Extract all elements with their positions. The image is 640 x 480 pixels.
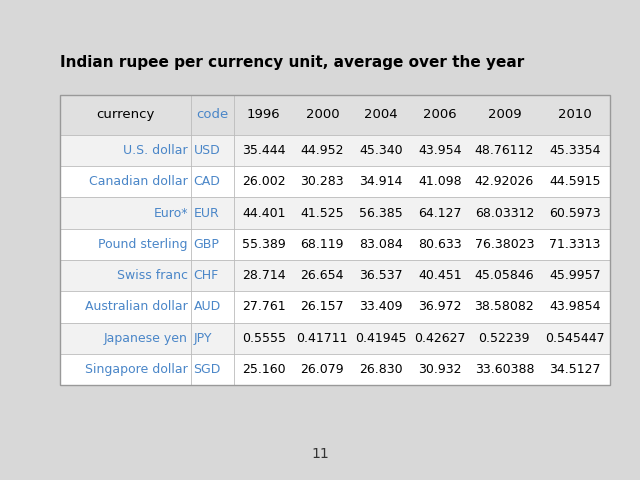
Text: 0.52239: 0.52239 — [479, 332, 530, 345]
Text: Swiss franc: Swiss franc — [116, 269, 188, 282]
Text: 34.5127: 34.5127 — [549, 363, 600, 376]
Text: code: code — [196, 108, 228, 121]
Text: 76.38023: 76.38023 — [475, 238, 534, 251]
Text: 45.9957: 45.9957 — [549, 269, 600, 282]
Text: 34.914: 34.914 — [360, 175, 403, 188]
Text: 27.761: 27.761 — [242, 300, 285, 313]
Text: 60.5973: 60.5973 — [549, 206, 600, 220]
Text: 2010: 2010 — [558, 108, 591, 121]
Text: 1996: 1996 — [247, 108, 280, 121]
Text: 0.41711: 0.41711 — [296, 332, 348, 345]
Text: 41.098: 41.098 — [418, 175, 461, 188]
Text: 26.654: 26.654 — [301, 269, 344, 282]
Text: Japanese yen: Japanese yen — [104, 332, 188, 345]
Bar — [60, 166, 610, 197]
Text: Canadian dollar: Canadian dollar — [89, 175, 188, 188]
Text: Euro*: Euro* — [153, 206, 188, 220]
Text: CHF: CHF — [193, 269, 219, 282]
Text: 26.830: 26.830 — [359, 363, 403, 376]
Text: 36.972: 36.972 — [418, 300, 461, 313]
Text: currency: currency — [96, 108, 155, 121]
Text: GBP: GBP — [193, 238, 220, 251]
Text: 2006: 2006 — [423, 108, 456, 121]
Text: 0.5555: 0.5555 — [242, 332, 285, 345]
Text: 44.5915: 44.5915 — [549, 175, 600, 188]
Text: 44.401: 44.401 — [242, 206, 285, 220]
Text: 33.60388: 33.60388 — [475, 363, 534, 376]
Text: 48.76112: 48.76112 — [475, 144, 534, 157]
Bar — [60, 323, 610, 354]
Text: U.S. dollar: U.S. dollar — [123, 144, 188, 157]
Text: 28.714: 28.714 — [242, 269, 285, 282]
Bar — [60, 354, 610, 385]
Text: 11: 11 — [311, 447, 329, 461]
Bar — [60, 95, 610, 135]
Text: 80.633: 80.633 — [418, 238, 461, 251]
Text: Pound sterling: Pound sterling — [99, 238, 188, 251]
Text: 26.002: 26.002 — [242, 175, 285, 188]
Text: Australian dollar: Australian dollar — [85, 300, 188, 313]
Bar — [60, 197, 610, 229]
Text: 2009: 2009 — [488, 108, 521, 121]
Text: 2004: 2004 — [364, 108, 398, 121]
Text: 0.545447: 0.545447 — [545, 332, 605, 345]
Bar — [60, 135, 610, 166]
Text: 26.079: 26.079 — [301, 363, 344, 376]
Text: 45.05846: 45.05846 — [474, 269, 534, 282]
Text: 83.084: 83.084 — [359, 238, 403, 251]
Text: 36.537: 36.537 — [359, 269, 403, 282]
Text: JPY: JPY — [193, 332, 212, 345]
Text: 30.932: 30.932 — [418, 363, 461, 376]
Text: 71.3313: 71.3313 — [549, 238, 600, 251]
Text: 42.92026: 42.92026 — [475, 175, 534, 188]
Text: SGD: SGD — [193, 363, 221, 376]
Text: 56.385: 56.385 — [359, 206, 403, 220]
Text: 43.954: 43.954 — [418, 144, 461, 157]
Bar — [60, 229, 610, 260]
Text: 38.58082: 38.58082 — [474, 300, 534, 313]
Text: AUD: AUD — [193, 300, 221, 313]
Text: 2000: 2000 — [305, 108, 339, 121]
Text: 68.03312: 68.03312 — [475, 206, 534, 220]
Text: 0.41945: 0.41945 — [355, 332, 407, 345]
Text: Indian rupee per currency unit, average over the year: Indian rupee per currency unit, average … — [60, 55, 524, 70]
Text: 64.127: 64.127 — [418, 206, 461, 220]
Text: 0.42627: 0.42627 — [414, 332, 465, 345]
Text: 43.9854: 43.9854 — [549, 300, 600, 313]
Text: 25.160: 25.160 — [242, 363, 285, 376]
Bar — [60, 260, 610, 291]
Text: 68.119: 68.119 — [301, 238, 344, 251]
Text: 55.389: 55.389 — [242, 238, 285, 251]
Text: 26.157: 26.157 — [301, 300, 344, 313]
Text: CAD: CAD — [193, 175, 220, 188]
Text: 35.444: 35.444 — [242, 144, 285, 157]
Text: 45.340: 45.340 — [359, 144, 403, 157]
Text: 33.409: 33.409 — [359, 300, 403, 313]
Text: Singapore dollar: Singapore dollar — [85, 363, 188, 376]
Text: USD: USD — [193, 144, 220, 157]
Text: 30.283: 30.283 — [301, 175, 344, 188]
Text: 41.525: 41.525 — [301, 206, 344, 220]
Bar — [60, 291, 610, 323]
Text: EUR: EUR — [193, 206, 220, 220]
Text: 40.451: 40.451 — [418, 269, 461, 282]
Text: 44.952: 44.952 — [301, 144, 344, 157]
Text: 45.3354: 45.3354 — [549, 144, 600, 157]
